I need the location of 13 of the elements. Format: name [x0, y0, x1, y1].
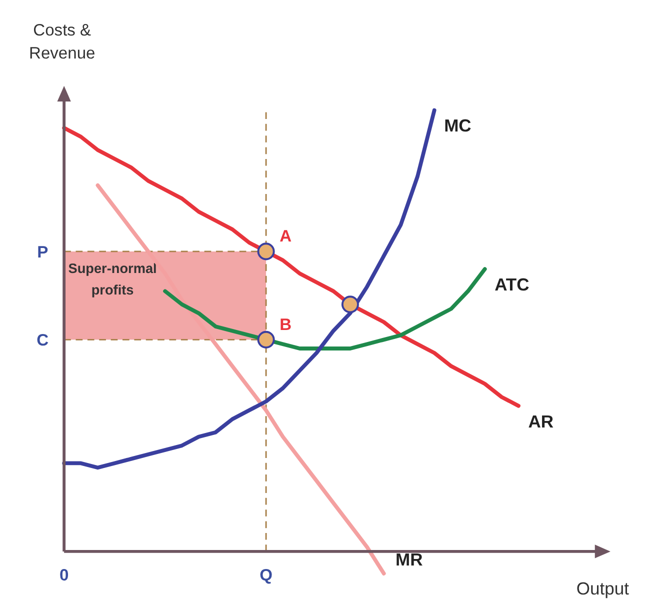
series-label: MC [444, 116, 472, 136]
series-label: MR [396, 550, 424, 570]
series-label: ATC [494, 274, 530, 295]
band-label: Super-normal profits [68, 260, 157, 298]
annotation: B [280, 314, 292, 334]
x-tick-label: Q [260, 566, 273, 585]
series-label: AR [528, 411, 554, 432]
x-tick-label: 0 [59, 566, 69, 585]
x-axis-title: Output [576, 578, 630, 598]
y-axis-title: Costs & Revenue [29, 20, 96, 63]
annotation: A [280, 226, 292, 246]
annotation: P [37, 242, 48, 262]
annotation: C [36, 330, 49, 350]
